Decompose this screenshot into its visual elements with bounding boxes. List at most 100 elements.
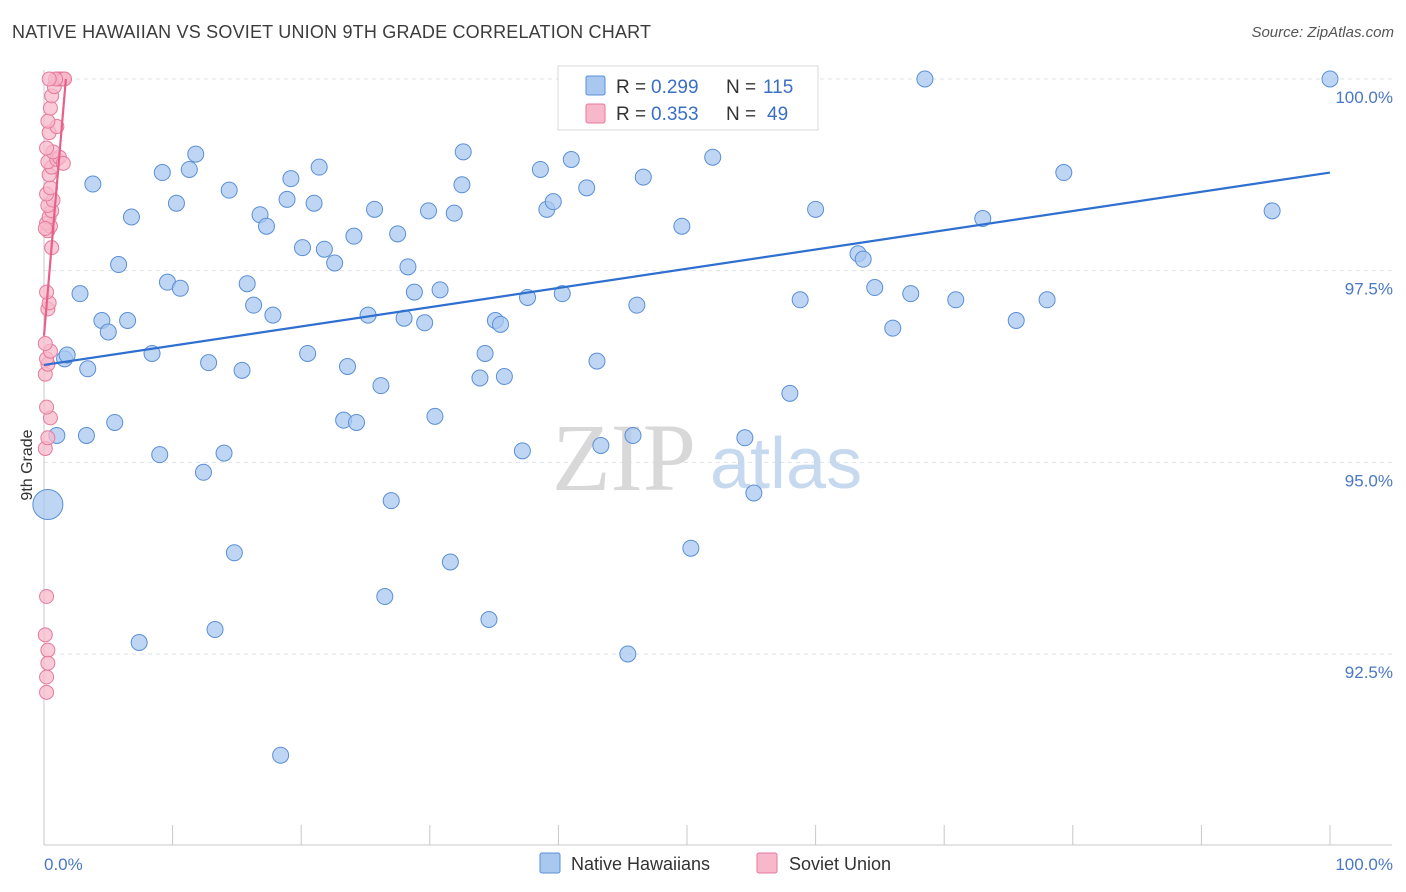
native-hawaiian-point-104 — [1038, 291, 1056, 309]
legend-r-label-1: R = — [616, 77, 646, 98]
native-hawaiian-point-93 — [791, 291, 809, 309]
native-hawaiian-point-11 — [110, 256, 128, 274]
native-hawaiian-point-97 — [866, 279, 884, 297]
native-hawaiian-point-106 — [1263, 202, 1281, 220]
legend-r-value-1: 0.299 — [651, 77, 699, 98]
axes — [43, 70, 1392, 846]
native-hawaiian-point-58 — [420, 202, 438, 220]
native-hawaiian-point-101 — [947, 291, 965, 309]
native-hawaiian-point-26 — [215, 444, 233, 462]
soviet-union-point-46 — [41, 71, 57, 87]
native-hawaiian-point-65 — [471, 369, 489, 387]
native-hawaiian-point-99 — [902, 285, 920, 303]
watermark-zip: ZIP — [552, 404, 696, 511]
native-hawaiian-point-94 — [807, 200, 825, 218]
native-hawaiian-point-71 — [513, 442, 531, 460]
native-hawaiian-point-12 — [119, 312, 137, 329]
native-hawaiian-point-22 — [187, 145, 205, 163]
native-hawaiian-point-81 — [592, 436, 610, 454]
native-hawaiian-point-59 — [426, 407, 444, 425]
bottom-legend-native-hawaiians: Native Hawaiians — [571, 854, 710, 874]
y-tick-label-1: 97.5% — [1345, 280, 1393, 299]
legend-n-label-1: N = — [726, 77, 756, 98]
native-hawaiian-point-98 — [884, 319, 902, 337]
bottom-legend-swatch-soviet-union — [756, 852, 778, 874]
trend-lines — [42, 78, 1331, 367]
soviet-union-point-48 — [37, 221, 53, 236]
native-hawaiian-point-35 — [272, 746, 290, 764]
soviet-union-point-14 — [37, 336, 53, 351]
native-hawaiian-point-79 — [578, 179, 596, 197]
native-hawaiian-point-41 — [310, 158, 328, 176]
native-hawaiian-point-17 — [153, 164, 171, 182]
native-hawaiian-point-43 — [326, 254, 344, 272]
series-native-hawaiians — [32, 70, 1339, 764]
native-hawaiian-point-31 — [245, 296, 263, 314]
native-hawaiian-point-7 — [84, 175, 102, 193]
native-hawaiian-point-49 — [366, 200, 384, 218]
native-hawaiian-point-2 — [77, 427, 95, 444]
soviet-union-point-1 — [40, 642, 56, 658]
native-hawaiian-point-23 — [194, 463, 212, 481]
trend-line-soviet-union — [42, 78, 67, 336]
native-hawaiian-point-46 — [345, 227, 363, 245]
x-tick-label-min: 0.0% — [44, 855, 83, 874]
soviet-union-point-34 — [39, 140, 55, 156]
native-hawaiian-point-89 — [736, 429, 754, 447]
native-hawaiian-point-86 — [673, 217, 691, 235]
native-hawaiian-point-85 — [634, 168, 652, 186]
soviet-union-point-5 — [39, 589, 55, 604]
native-hawaiian-point-60 — [431, 281, 449, 299]
native-hawaiian-point-73 — [531, 160, 549, 178]
native-hawaiian-point-76 — [553, 285, 571, 303]
bottom-legend-soviet-union: Soviet Union — [789, 854, 891, 874]
watermark-atlas: atlas — [710, 424, 862, 504]
native-hawaiian-point-80 — [588, 352, 606, 370]
legend-r-value-2: 0.353 — [651, 104, 699, 125]
native-hawaiian-point-53 — [389, 225, 407, 243]
native-hawaiian-point-66 — [476, 344, 494, 362]
native-hawaiian-point-38 — [293, 239, 311, 257]
native-hawaiian-point-107 — [1321, 70, 1339, 88]
legend-swatch-soviet-union — [585, 103, 606, 124]
native-hawaiian-point-103 — [1007, 312, 1025, 329]
soviet-union-point-9 — [39, 399, 55, 415]
native-hawaiian-point-29 — [233, 361, 251, 379]
native-hawaiian-point-33 — [257, 217, 275, 235]
native-hawaiian-point-27 — [220, 181, 238, 199]
legend-n-value-1: 115 — [763, 77, 793, 98]
soviet-union-point-0 — [39, 684, 55, 700]
legend-r-label-2: R = — [616, 104, 646, 125]
legend-n-value-2: 49 — [767, 104, 788, 125]
native-hawaiian-point-77 — [562, 151, 580, 168]
native-hawaiian-point-100 — [916, 70, 934, 88]
native-hawaiian-point-6 — [79, 360, 97, 378]
soviet-union-point-3 — [39, 669, 55, 685]
native-hawaiian-point-34 — [264, 306, 282, 324]
native-hawaiian-point-83 — [624, 427, 642, 444]
native-hawaiian-point-92 — [781, 384, 799, 402]
native-hawaiian-point-4 — [58, 346, 76, 364]
chart-source: Source: ZipAtlas.com — [1251, 24, 1394, 41]
native-hawaiian-point-90 — [745, 484, 763, 502]
y-axis-title: 9th Grade — [19, 429, 36, 500]
native-hawaiian-point-28 — [225, 544, 243, 562]
native-hawaiian-point-75 — [544, 193, 562, 211]
trend-line-native-hawaiians — [43, 171, 1331, 367]
native-hawaiian-point-36 — [278, 190, 296, 208]
native-hawaiian-point-102 — [974, 210, 992, 228]
legend-swatch-native-hawaiians — [585, 75, 606, 96]
native-hawaiian-point-37 — [282, 170, 300, 188]
native-hawaiian-point-10 — [106, 413, 124, 431]
native-hawaiian-point-51 — [376, 588, 394, 605]
native-hawaiian-point-64 — [454, 143, 472, 161]
native-hawaiian-point-13 — [122, 208, 140, 226]
native-hawaiian-point-50 — [372, 377, 390, 395]
native-hawaiian-point-42 — [315, 240, 333, 258]
bottom-legend: Native Hawaiians Soviet Union — [539, 852, 891, 874]
native-hawaiian-point-21 — [180, 160, 198, 178]
y-tick-label-0: 100.0% — [1335, 88, 1393, 107]
native-hawaiian-point-69 — [492, 315, 510, 333]
native-hawaiian-point-57 — [416, 314, 434, 332]
